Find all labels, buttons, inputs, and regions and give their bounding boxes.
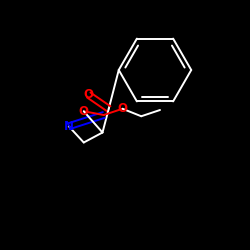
Text: O: O bbox=[79, 105, 89, 118]
Text: N: N bbox=[64, 120, 74, 133]
Text: O: O bbox=[118, 102, 128, 115]
Text: O: O bbox=[84, 88, 94, 102]
